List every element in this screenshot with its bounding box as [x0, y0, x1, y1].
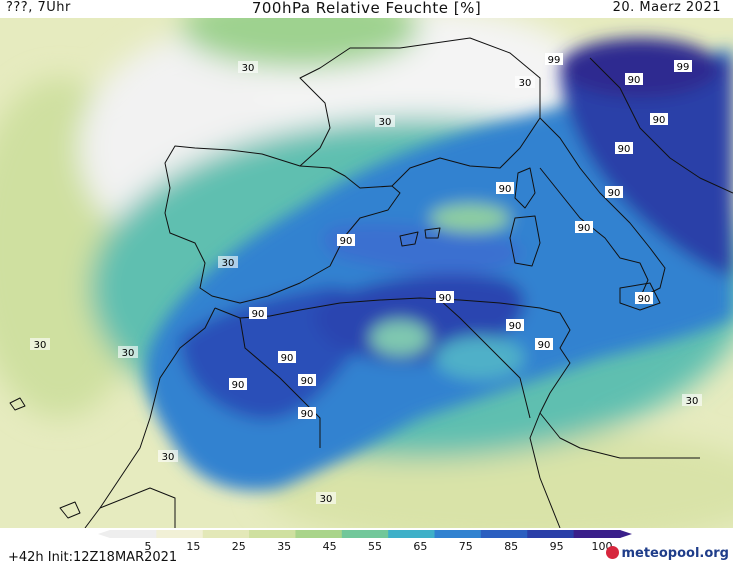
label-90-14: 90 [298, 374, 316, 387]
field-tyrrhenian-green [430, 204, 510, 232]
label-90-6: 90 [436, 291, 454, 304]
contour-label: 90 [638, 294, 651, 305]
contour-label: 30 [222, 258, 235, 269]
contour-label: 99 [548, 55, 561, 66]
label-30-8: 30 [316, 492, 336, 505]
legend-swatch [388, 530, 436, 538]
legend-tick-label: 35 [277, 540, 292, 553]
label-30-4: 30 [218, 256, 238, 269]
legend-tick-label: 45 [322, 540, 337, 553]
legend-tick-label: 85 [504, 540, 519, 553]
contour-label: 90 [608, 188, 621, 199]
field-atlas-light [370, 320, 430, 356]
contour-label: 90 [340, 236, 353, 247]
legend-swatch [341, 530, 389, 538]
legend-tick-label: 95 [549, 540, 564, 553]
legend-swatch [202, 530, 250, 538]
legend-bar [98, 530, 632, 538]
field-nw-green [180, 18, 420, 68]
legend-tick-label: 65 [413, 540, 428, 553]
label-30-9: 30 [682, 394, 702, 407]
label-90-8: 90 [249, 307, 267, 320]
label-90-2: 90 [615, 142, 633, 155]
legend-arrow-left [98, 530, 110, 538]
label-30-7: 30 [158, 450, 178, 463]
field-balearic-band [323, 223, 522, 275]
label-90-5: 90 [337, 234, 355, 247]
legend-swatch [295, 530, 343, 538]
field-tunisia-cyan [435, 336, 525, 380]
contour-label: 90 [509, 321, 522, 332]
legend-tick-label: 5 [144, 540, 152, 553]
logo-icon [606, 546, 620, 559]
label-90-7: 90 [635, 292, 653, 305]
run-info: +42h Init:12Z18MAR2021 [8, 550, 178, 565]
contour-label: 90 [499, 184, 512, 195]
field-core-adriatic [560, 38, 720, 98]
legend-tick-label: 75 [458, 540, 473, 553]
label-90-9: 90 [506, 319, 524, 332]
legend-tick-label: 25 [231, 540, 246, 553]
forecast-day-label: ???, 7Uhr [6, 0, 71, 15]
label-90-12: 90 [229, 378, 247, 391]
contour-label: 30 [320, 494, 333, 505]
contour-label: 90 [578, 223, 591, 234]
contour-label: 90 [281, 353, 294, 364]
legend-tick-label: 15 [186, 540, 201, 553]
contour-label: 90 [301, 376, 314, 387]
contour-label: 30 [686, 396, 699, 407]
label-90-15: 90 [605, 186, 623, 199]
contour-label: 30 [162, 452, 175, 463]
logo-text: meteopool.org [621, 546, 729, 561]
contour-label: 90 [653, 115, 666, 126]
contour-label: 90 [252, 309, 265, 320]
contour-label: 90 [538, 340, 551, 351]
legend-swatch [110, 530, 157, 538]
label-99-1: 99 [545, 53, 563, 66]
legend-swatch [480, 530, 528, 538]
contour-label: 30 [519, 78, 532, 89]
label-90-13: 90 [298, 407, 316, 420]
valid-date: 20. Maerz 2021 [612, 0, 721, 15]
label-30-2: 30 [375, 115, 395, 128]
legend-swatch [156, 530, 204, 538]
label-90-11: 90 [278, 351, 296, 364]
contour-label: 90 [301, 409, 314, 420]
label-30-5: 30 [30, 338, 50, 351]
label-90-3: 90 [496, 182, 514, 195]
label-90-10: 90 [535, 338, 553, 351]
contour-label: 30 [379, 117, 392, 128]
label-90-16: 90 [650, 113, 668, 126]
meteopool-logo[interactable]: meteopool.org [606, 546, 729, 561]
contour-label: 90 [439, 293, 452, 304]
contour-label: 90 [232, 380, 245, 391]
color-legend [0, 528, 733, 566]
field-core-italy [560, 54, 733, 278]
contour-label: 30 [122, 348, 135, 359]
header: ???, 7Uhr 700hPa Relative Feuchte [%] 20… [0, 0, 733, 18]
legend-swatch [527, 530, 575, 538]
humidity-map: 30 30 30 30 30 30 30 30 30 90 90 90 90 9… [0, 18, 733, 528]
contour-label: 30 [34, 340, 47, 351]
contour-label: 99 [677, 62, 690, 73]
contour-label: 30 [242, 63, 255, 74]
label-30-6: 30 [118, 346, 138, 359]
contour-labels: 30 30 30 30 30 30 30 30 30 90 90 90 90 9… [30, 53, 702, 505]
legend-arrow-right [620, 530, 632, 538]
label-99-2: 99 [674, 60, 692, 73]
label-90-1: 90 [625, 73, 643, 86]
legend-swatch [573, 530, 621, 538]
label-90-4: 90 [575, 221, 593, 234]
label-30-1: 30 [238, 61, 258, 74]
label-30-3: 30 [515, 76, 535, 89]
contour-label: 90 [628, 75, 641, 86]
legend-swatch [249, 530, 296, 538]
legend-tick-label: 55 [368, 540, 382, 553]
legend-swatch [434, 530, 482, 538]
contour-label: 90 [618, 144, 631, 155]
map-title: 700hPa Relative Feuchte [%] [251, 0, 482, 17]
